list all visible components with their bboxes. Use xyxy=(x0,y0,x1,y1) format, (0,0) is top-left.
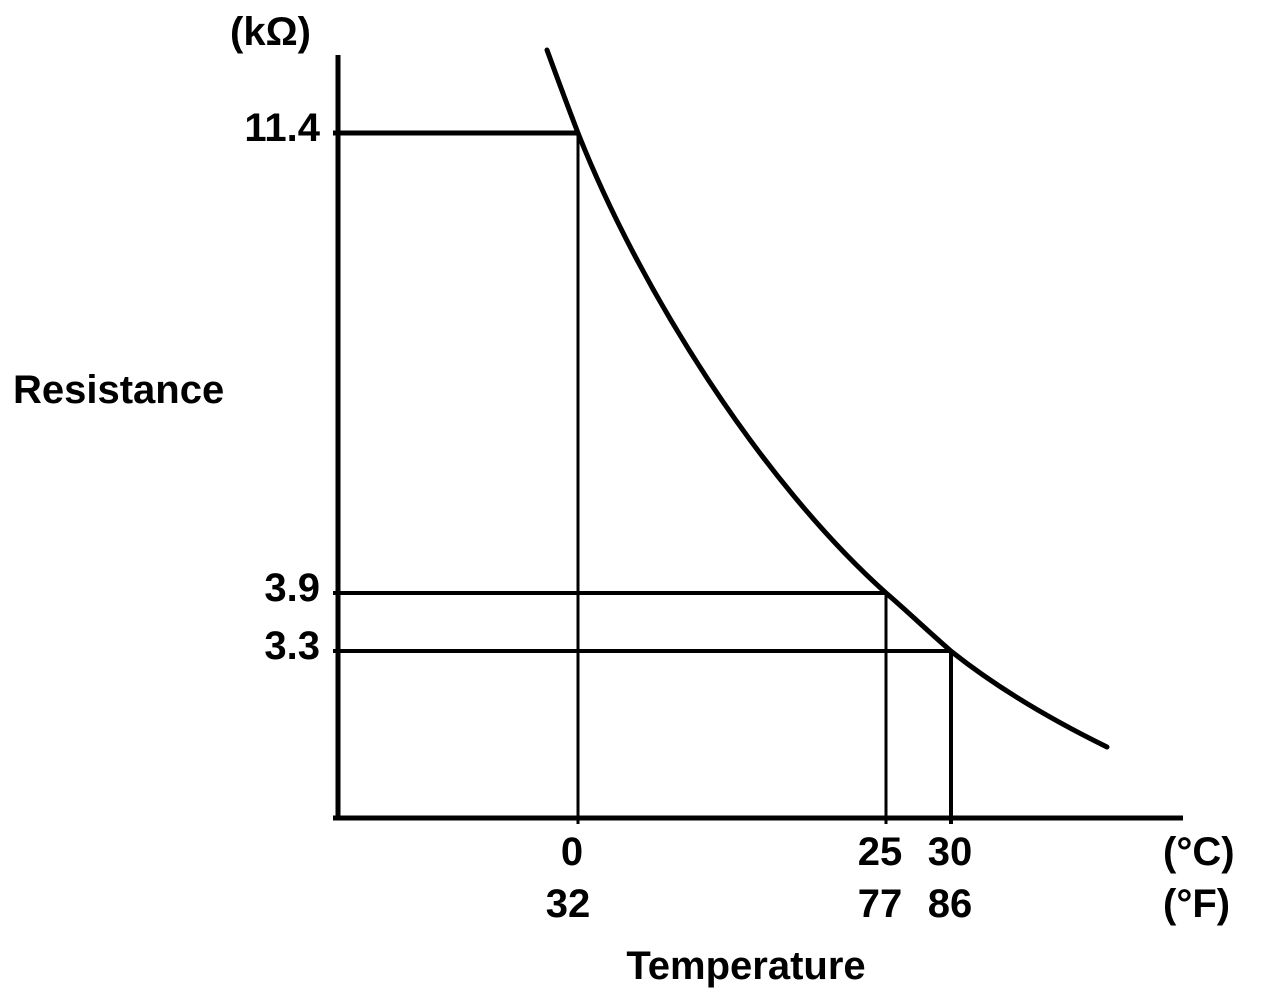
x-tick-77f: 77 xyxy=(857,882,903,926)
y-tick-11-4: 11.4 xyxy=(244,106,320,150)
x-axis-title: Temperature xyxy=(626,944,866,988)
x-axis-unit-fahrenheit: (°F) xyxy=(1163,882,1231,926)
x-tick-32f: 32 xyxy=(545,882,591,926)
resistance-curve xyxy=(544,47,1110,750)
x-tick-30c: 30 xyxy=(927,830,973,874)
y-tick-3-9: 3.9 xyxy=(264,566,320,610)
x-axis-unit-celsius: (°C) xyxy=(1163,830,1235,874)
x-tick-25c: 25 xyxy=(857,830,903,874)
x-tick-86f: 86 xyxy=(927,882,973,926)
y-axis-unit-label: (kΩ) xyxy=(230,10,311,54)
y-tick-3-3: 3.3 xyxy=(264,624,320,668)
y-axis-title: Resistance xyxy=(13,368,225,412)
x-tick-0c: 0 xyxy=(560,830,584,874)
